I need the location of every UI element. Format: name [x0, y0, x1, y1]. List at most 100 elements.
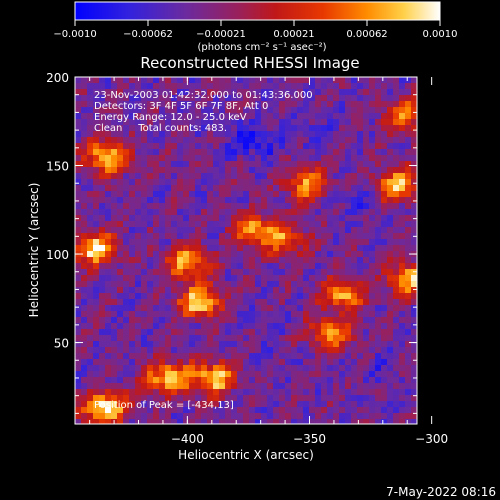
heatmap-cell — [399, 299, 405, 305]
heatmap-cell — [249, 353, 255, 359]
heatmap-cell — [81, 359, 87, 365]
heatmap-cell — [111, 143, 117, 149]
heatmap-cell — [123, 389, 129, 395]
heatmap-cell — [357, 329, 363, 335]
heatmap-cell — [207, 347, 213, 353]
heatmap-cell — [81, 107, 87, 113]
heatmap-cell — [213, 191, 219, 197]
heatmap-cell — [99, 233, 105, 239]
heatmap-cell — [129, 383, 135, 389]
heatmap-cell — [315, 149, 321, 155]
heatmap-cell — [207, 233, 213, 239]
heatmap-cell — [99, 263, 105, 269]
colorbar: −0.0010 −0.00062 −0.00021 0.00021 0.00062 0.0… — [53, 1, 458, 53]
heatmap-cell — [213, 215, 219, 221]
heatmap-cell — [171, 371, 177, 377]
heatmap-cell — [93, 359, 99, 365]
heatmap-cell — [285, 389, 291, 395]
heatmap-cell — [333, 257, 339, 263]
heatmap-cell — [267, 281, 273, 287]
heatmap-cell — [183, 143, 189, 149]
heatmap-cell — [111, 401, 117, 407]
heatmap-cell — [351, 197, 357, 203]
heatmap-cell — [237, 341, 243, 347]
heatmap-cell — [285, 311, 291, 317]
heatmap-cell — [279, 359, 285, 365]
heatmap-cell — [411, 275, 417, 281]
heatmap-cell — [297, 251, 303, 257]
heatmap-cell — [339, 119, 345, 125]
heatmap-cell — [159, 95, 165, 101]
heatmap-cell — [243, 359, 249, 365]
heatmap-cell — [321, 389, 327, 395]
heatmap-cell — [249, 377, 255, 383]
heatmap-cell — [183, 341, 189, 347]
heatmap-cell — [315, 161, 321, 167]
heatmap-cell — [315, 113, 321, 119]
heatmap-cell — [309, 251, 315, 257]
heatmap-cell — [321, 317, 327, 323]
heatmap-cell — [159, 329, 165, 335]
heatmap-cell — [411, 83, 417, 89]
heatmap-cell — [291, 179, 297, 185]
heatmap-cell — [303, 317, 309, 323]
heatmap-cell — [75, 395, 81, 401]
heatmap-cell — [111, 347, 117, 353]
heatmap-cell — [267, 95, 273, 101]
heatmap-cell — [327, 407, 333, 413]
heatmap-cell — [105, 107, 111, 113]
heatmap-cell — [393, 383, 399, 389]
heatmap-cell — [255, 263, 261, 269]
heatmap-cell — [309, 239, 315, 245]
heatmap-cell — [87, 101, 93, 107]
heatmap-cell — [255, 251, 261, 257]
heatmap-cell — [183, 233, 189, 239]
heatmap-cell — [207, 281, 213, 287]
heatmap-cell — [393, 317, 399, 323]
heatmap-cell — [357, 209, 363, 215]
heatmap-cell — [315, 125, 321, 131]
heatmap-cell — [381, 389, 387, 395]
heatmap-cell — [87, 137, 93, 143]
heatmap-cell — [207, 245, 213, 251]
heatmap-cell — [303, 95, 309, 101]
heatmap-cell — [351, 251, 357, 257]
heatmap-cell — [273, 239, 279, 245]
heatmap-cell — [309, 185, 315, 191]
heatmap-cell — [141, 215, 147, 221]
heatmap-cell — [339, 83, 345, 89]
heatmap-cell — [411, 371, 417, 377]
heatmap-cell — [321, 287, 327, 293]
heatmap-cell — [135, 299, 141, 305]
heatmap-cell — [387, 317, 393, 323]
heatmap-cell — [129, 299, 135, 305]
heatmap-cell — [333, 77, 339, 83]
heatmap-cell — [117, 209, 123, 215]
heatmap-cell — [333, 155, 339, 161]
heatmap-cell — [381, 185, 387, 191]
heatmap-cell — [207, 257, 213, 263]
heatmap-cell — [339, 239, 345, 245]
heatmap-cell — [189, 95, 195, 101]
heatmap-cell — [375, 341, 381, 347]
heatmap-cell — [213, 347, 219, 353]
heatmap-cell — [291, 329, 297, 335]
heatmap-cell — [117, 185, 123, 191]
heatmap-cell — [147, 209, 153, 215]
heatmap-cell — [363, 407, 369, 413]
heatmap-cell — [135, 395, 141, 401]
heatmap-cell — [105, 419, 111, 424]
heatmap-cell — [297, 173, 303, 179]
heatmap-cell — [333, 275, 339, 281]
heatmap-cell — [309, 203, 315, 209]
heatmap-cell — [153, 341, 159, 347]
heatmap-cell — [135, 251, 141, 257]
heatmap-cell — [273, 113, 279, 119]
heatmap-cell — [255, 341, 261, 347]
colorbar-tick-label: −0.0010 — [53, 29, 96, 40]
heatmap-cell — [189, 293, 195, 299]
heatmap-cell — [387, 353, 393, 359]
heatmap-cell — [153, 335, 159, 341]
heatmap-cell — [369, 203, 375, 209]
